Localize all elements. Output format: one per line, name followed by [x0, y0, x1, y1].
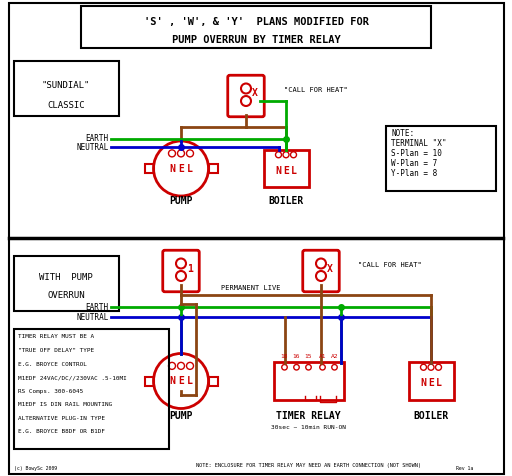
- Text: PUMP: PUMP: [169, 411, 193, 421]
- Bar: [13, 61, 118, 116]
- Text: X: X: [252, 89, 258, 99]
- Text: NOTE: ENCLOSURE FOR TIMER RELAY MAY NEED AN EARTH CONNECTION (NOT SHOWN): NOTE: ENCLOSURE FOR TIMER RELAY MAY NEED…: [196, 463, 421, 467]
- Text: BOILER: BOILER: [268, 196, 304, 206]
- Bar: [208, 377, 218, 386]
- Bar: [208, 164, 218, 173]
- Text: TIMER RELAY MUST BE A: TIMER RELAY MUST BE A: [18, 335, 95, 339]
- Text: E: E: [283, 166, 289, 176]
- Text: BOILER: BOILER: [413, 411, 449, 421]
- Text: NEUTRAL: NEUTRAL: [76, 142, 109, 151]
- Text: "CALL FOR HEAT": "CALL FOR HEAT": [358, 262, 422, 268]
- Bar: [144, 377, 154, 386]
- Text: E: E: [178, 376, 184, 386]
- Text: Y-Plan = 8: Y-Plan = 8: [391, 169, 437, 178]
- Text: L: L: [291, 166, 296, 176]
- Text: N: N: [169, 376, 175, 386]
- Text: W-Plan = 7: W-Plan = 7: [391, 159, 437, 168]
- Text: ALTERNATIVE PLUG-IN TYPE: ALTERNATIVE PLUG-IN TYPE: [18, 416, 105, 420]
- Text: CLASSIC: CLASSIC: [47, 100, 85, 109]
- Bar: [264, 150, 309, 187]
- Text: 18: 18: [281, 354, 288, 359]
- Text: E.G. BROYCE B8DF OR B1DF: E.G. BROYCE B8DF OR B1DF: [18, 429, 105, 434]
- Text: N: N: [275, 166, 282, 176]
- Text: NOTE:: NOTE:: [391, 129, 414, 138]
- Text: L: L: [436, 378, 441, 388]
- Bar: [144, 164, 154, 173]
- Text: 16: 16: [293, 354, 300, 359]
- Text: TIMER RELAY: TIMER RELAY: [276, 411, 341, 421]
- Text: M1EDF IS DIN RAIL MOUNTING: M1EDF IS DIN RAIL MOUNTING: [18, 402, 113, 407]
- Text: M1EDF 24VAC/DC//230VAC .5-10MI: M1EDF 24VAC/DC//230VAC .5-10MI: [18, 375, 127, 380]
- Bar: [13, 328, 168, 448]
- Text: NEUTRAL: NEUTRAL: [76, 313, 109, 321]
- Text: "SUNDIAL": "SUNDIAL": [42, 80, 90, 89]
- Text: Rev 1a: Rev 1a: [456, 466, 473, 471]
- Text: N: N: [420, 378, 426, 388]
- Text: RS Comps. 300-6045: RS Comps. 300-6045: [18, 388, 84, 394]
- Bar: [273, 362, 344, 400]
- Text: L: L: [187, 376, 193, 386]
- Text: 15: 15: [305, 354, 312, 359]
- Bar: [409, 362, 454, 400]
- Text: EARTH: EARTH: [86, 303, 109, 311]
- Text: "CALL FOR HEAT": "CALL FOR HEAT": [284, 87, 347, 93]
- Text: 30sec ~ 10min RUN-ON: 30sec ~ 10min RUN-ON: [271, 425, 346, 430]
- Text: 1: 1: [187, 264, 193, 274]
- Text: EARTH: EARTH: [86, 134, 109, 143]
- Text: TERMINAL "X": TERMINAL "X": [391, 139, 446, 148]
- Text: X: X: [327, 264, 333, 274]
- Text: E: E: [428, 378, 434, 388]
- Text: PERMANENT LIVE: PERMANENT LIVE: [221, 285, 281, 291]
- Text: 'S' , 'W', & 'Y'  PLANS MODIFIED FOR: 'S' , 'W', & 'Y' PLANS MODIFIED FOR: [143, 18, 369, 28]
- Text: S-Plan = 10: S-Plan = 10: [391, 149, 442, 158]
- Bar: [386, 126, 496, 191]
- Text: WITH  PUMP: WITH PUMP: [39, 273, 93, 282]
- Text: PUMP: PUMP: [169, 196, 193, 206]
- Text: N: N: [169, 163, 175, 173]
- Bar: [13, 256, 118, 311]
- Text: L: L: [187, 163, 193, 173]
- Text: OVERRUN: OVERRUN: [47, 290, 85, 299]
- Text: E: E: [178, 163, 184, 173]
- Text: E.G. BROYCE CONTROL: E.G. BROYCE CONTROL: [18, 361, 88, 367]
- Text: PUMP OVERRUN BY TIMER RELAY: PUMP OVERRUN BY TIMER RELAY: [172, 35, 340, 45]
- Bar: [81, 6, 431, 49]
- Text: A1: A1: [319, 354, 326, 359]
- Text: (c) BowySc 2009: (c) BowySc 2009: [13, 466, 57, 471]
- Text: "TRUE OFF DELAY" TYPE: "TRUE OFF DELAY" TYPE: [18, 348, 95, 353]
- Text: A2: A2: [331, 354, 338, 359]
